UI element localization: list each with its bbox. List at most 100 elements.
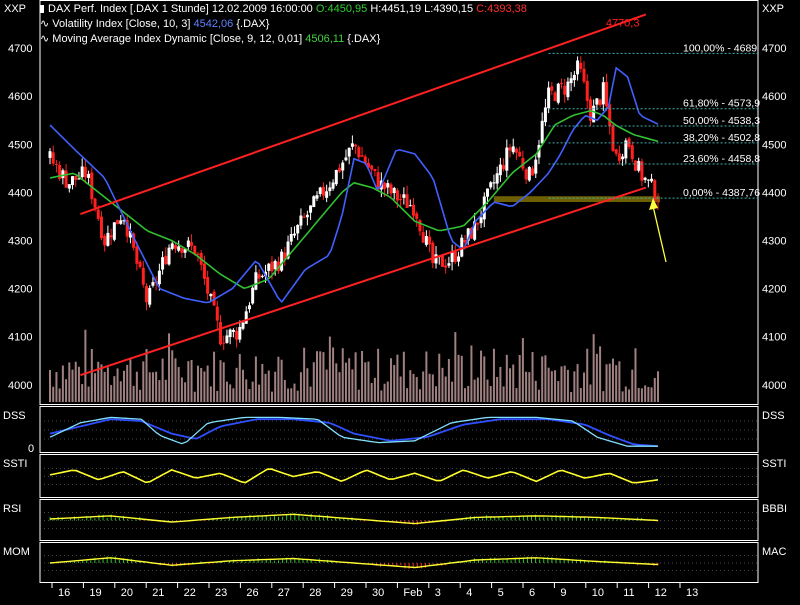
candle-up bbox=[209, 294, 213, 297]
candle-down bbox=[99, 216, 103, 239]
volume-bar bbox=[344, 362, 347, 402]
volume-bar bbox=[402, 351, 405, 402]
volume-bar bbox=[312, 362, 315, 402]
candle-up bbox=[572, 74, 576, 81]
volume-bar bbox=[222, 362, 225, 402]
candle-up bbox=[447, 263, 451, 266]
candle-up bbox=[344, 157, 348, 161]
channel-value-label: 4770,3 bbox=[606, 17, 640, 29]
line-indicator-icon: ∿ bbox=[40, 33, 50, 45]
panel-label-right: MAC bbox=[762, 546, 787, 558]
volume-bar bbox=[528, 372, 531, 402]
volume-bar bbox=[171, 350, 174, 402]
volume-bar bbox=[235, 367, 238, 402]
y-tick-label-right: 4000 bbox=[762, 380, 786, 392]
x-tick-label: 9 bbox=[560, 587, 566, 599]
candle-down bbox=[444, 265, 448, 268]
volume-bar bbox=[322, 352, 325, 402]
volume-bar bbox=[560, 366, 563, 402]
candle-up bbox=[540, 120, 544, 144]
candle-up bbox=[267, 263, 271, 271]
volume-bar bbox=[341, 348, 344, 402]
candle-down bbox=[173, 245, 177, 249]
candle-up bbox=[273, 260, 277, 270]
volume-bar bbox=[254, 356, 257, 402]
volatility-line bbox=[49, 66, 659, 304]
channel-lower-line bbox=[80, 186, 647, 377]
candle-up bbox=[408, 205, 412, 207]
volume-bar bbox=[348, 358, 351, 402]
x-tick-label: 23 bbox=[215, 587, 227, 599]
dss-line-fast bbox=[49, 416, 658, 447]
candle-down bbox=[363, 156, 367, 164]
datetime: 12.02.2009 16:00:00 bbox=[211, 3, 313, 15]
x-tick-label: 16 bbox=[58, 587, 70, 599]
panel-frame bbox=[39, 406, 759, 453]
volume-bar bbox=[306, 368, 309, 402]
volume-bar bbox=[77, 366, 80, 402]
candle-down bbox=[373, 169, 377, 172]
header-line-price: DAX Perf. Index [.DAX 1 Stunde] 12.02.20… bbox=[40, 3, 527, 16]
volume-bar bbox=[396, 354, 399, 402]
volume-bar bbox=[499, 366, 502, 402]
volume-bar bbox=[473, 379, 476, 402]
candle-up bbox=[280, 251, 284, 271]
volume-bar bbox=[640, 388, 643, 402]
volume-bar bbox=[509, 368, 512, 402]
candle-up bbox=[592, 105, 596, 123]
candle-down bbox=[585, 80, 589, 101]
fibonacci-label: 100,00% - 4689 bbox=[683, 42, 757, 54]
volume-bar bbox=[615, 365, 618, 402]
candle-up bbox=[392, 188, 396, 194]
candle-up bbox=[450, 252, 454, 263]
volume-bar bbox=[283, 379, 286, 402]
candle-down bbox=[103, 235, 107, 246]
volume-bar bbox=[364, 362, 367, 402]
volume-bar bbox=[126, 364, 129, 402]
panel-label-left: RSI bbox=[3, 503, 21, 515]
volume-bar bbox=[412, 373, 415, 402]
volume-bar bbox=[335, 363, 338, 402]
volume-bar bbox=[232, 388, 235, 402]
volume-bar bbox=[525, 371, 528, 402]
volume-bar bbox=[209, 386, 212, 402]
x-tick-label: 13 bbox=[686, 587, 698, 599]
y-tick-label-left: 4000 bbox=[8, 380, 32, 392]
volume-bar bbox=[135, 371, 138, 402]
candle-down bbox=[54, 163, 58, 165]
close-value: C:4393,38 bbox=[476, 3, 527, 15]
y-tick-label-right: 4100 bbox=[762, 332, 786, 344]
volume-bar bbox=[110, 385, 113, 402]
volume-bar bbox=[653, 377, 656, 402]
candle-down bbox=[608, 104, 612, 127]
volume-bar bbox=[373, 377, 376, 402]
volume-bar bbox=[460, 355, 463, 402]
candle-down bbox=[96, 209, 100, 219]
candle-down bbox=[141, 267, 145, 285]
volume-bar bbox=[261, 363, 264, 402]
volume-bar bbox=[354, 352, 357, 402]
volume-bar bbox=[338, 372, 341, 402]
header-line-volatility: ∿ Volatility Index [Close, 10, 3] 4542,0… bbox=[40, 18, 269, 31]
volume-bar bbox=[277, 356, 280, 402]
candle-down bbox=[614, 149, 618, 154]
volume-bar bbox=[58, 388, 61, 402]
candle-down bbox=[395, 190, 399, 201]
candle-down bbox=[370, 165, 374, 170]
arrow-icon bbox=[649, 198, 658, 210]
candle-up bbox=[643, 177, 647, 180]
volume-bar bbox=[644, 385, 647, 402]
candle-down bbox=[218, 322, 222, 345]
ssti-line bbox=[49, 468, 659, 484]
moving-average-suffix: {.DAX} bbox=[347, 33, 381, 45]
volume-bar bbox=[155, 371, 158, 402]
candle-down bbox=[405, 194, 409, 208]
candle-down bbox=[51, 152, 55, 164]
volume-bar bbox=[84, 329, 87, 402]
candle-down bbox=[357, 147, 361, 158]
volume-bar bbox=[534, 380, 537, 402]
candle-down bbox=[588, 99, 592, 121]
panel-frame bbox=[39, 542, 759, 583]
volume-bar bbox=[531, 352, 534, 402]
